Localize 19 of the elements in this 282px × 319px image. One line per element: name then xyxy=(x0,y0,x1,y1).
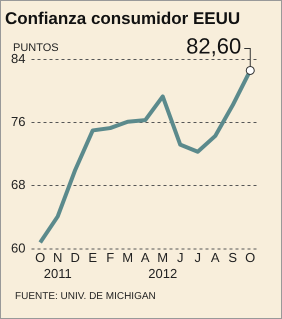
x-tick-label: A xyxy=(210,250,220,266)
chart-title: Confianza consumidor EEUU xyxy=(5,8,240,28)
x-tick-label: D xyxy=(70,250,80,266)
source-note: FUENTE: UNIV. DE MICHIGAN xyxy=(15,291,156,302)
x-tick-label: A xyxy=(140,250,150,266)
x-tick-label: E xyxy=(88,250,98,266)
x-tick-label: M xyxy=(122,250,134,266)
y-tick-label: 60 xyxy=(10,240,26,256)
x-tick-label: J xyxy=(194,250,201,266)
x-tick-label: J xyxy=(176,250,184,266)
x-tick-label: M 2012 xyxy=(148,250,178,281)
x-tick-label: F xyxy=(106,250,114,266)
y-tick-label: 68 xyxy=(10,177,26,192)
y-tick-label: 76 xyxy=(10,114,26,130)
data-label: 82,60 xyxy=(186,34,242,59)
x-tick-label: O xyxy=(35,250,46,266)
x-tick-label: S xyxy=(228,250,238,266)
x-tick-label: N 2011 xyxy=(44,250,72,281)
x-tick-label: O xyxy=(245,250,256,266)
